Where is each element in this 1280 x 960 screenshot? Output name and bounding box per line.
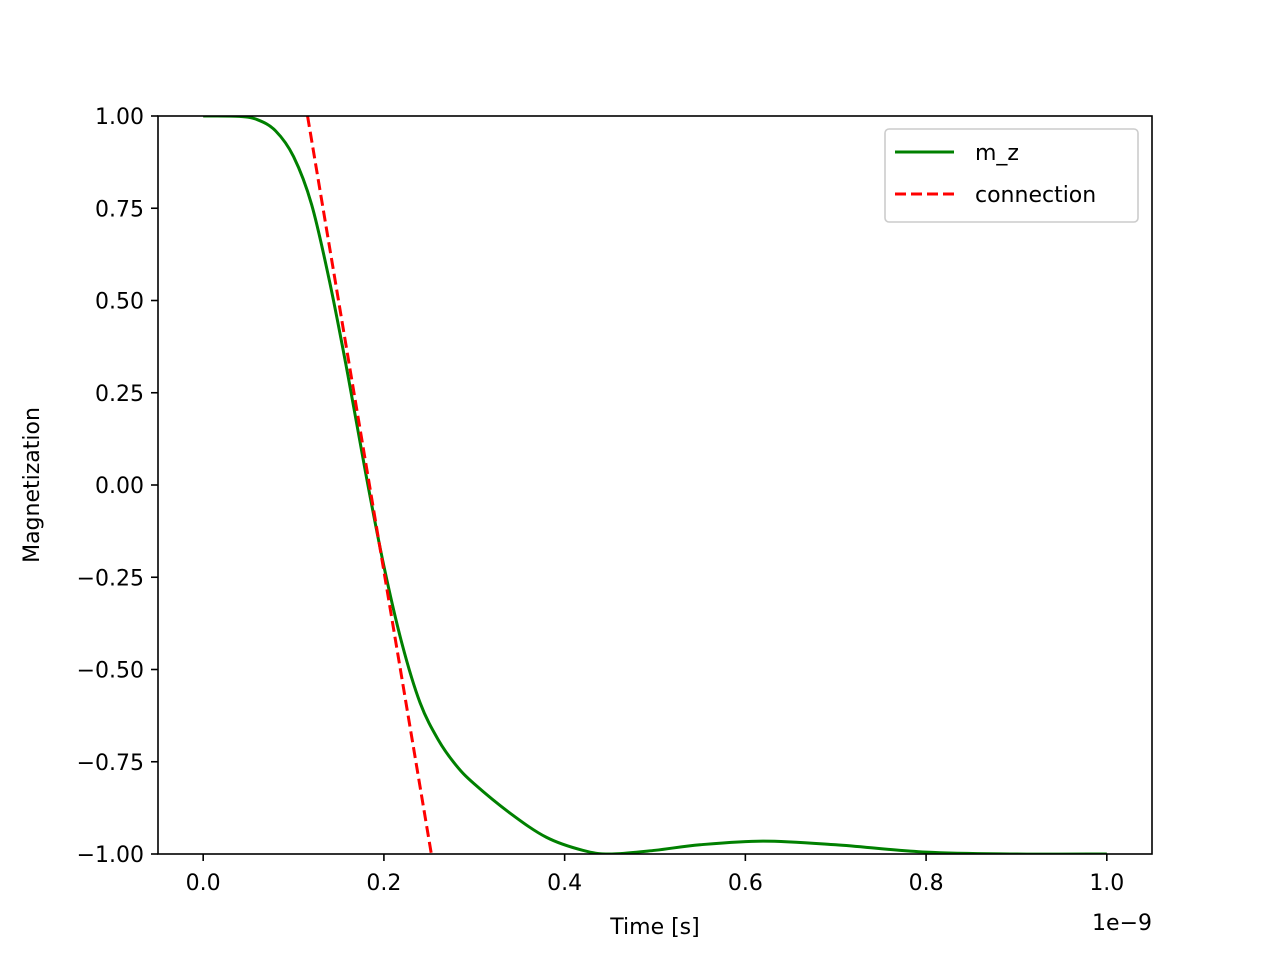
legend-label: m_z — [975, 141, 1019, 166]
x-tick-label: 0.6 — [728, 871, 763, 896]
y-tick-label: −1.00 — [77, 843, 144, 868]
y-tick-label: −0.50 — [77, 659, 144, 684]
x-tick-label: 0.2 — [366, 871, 401, 896]
legend-label: connection — [975, 183, 1096, 208]
x-tick-label: 0.4 — [547, 871, 582, 896]
x-axis-label: Time [s] — [609, 915, 699, 940]
y-axis-label: Magnetization — [20, 407, 45, 563]
y-tick-label: 0.00 — [95, 474, 144, 499]
y-tick-label: −0.25 — [77, 566, 144, 591]
y-tick-label: 1.00 — [95, 105, 144, 130]
x-tick-label: 0.8 — [909, 871, 944, 896]
x-tick-label: 0.0 — [186, 871, 221, 896]
y-tick-label: −0.75 — [77, 751, 144, 776]
y-tick-label: 0.75 — [95, 197, 144, 222]
legend: m_z connection — [885, 129, 1138, 222]
x-tick-label: 1.0 — [1089, 871, 1124, 896]
x-offset-label: 1e−9 — [1092, 911, 1152, 936]
y-tick-label: 0.25 — [95, 382, 144, 407]
y-tick-label: 0.50 — [95, 290, 144, 315]
